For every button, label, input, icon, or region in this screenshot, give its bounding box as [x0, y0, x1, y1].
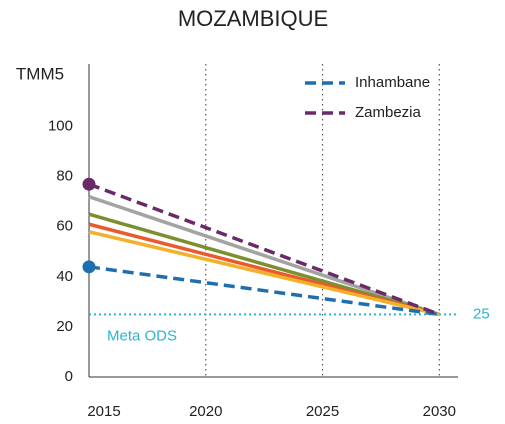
x-tick-label: 2030	[423, 403, 456, 420]
point-marker	[82, 177, 96, 191]
y-tick-label: 100	[48, 118, 73, 135]
target-value-label: 25	[473, 305, 490, 322]
y-tick-label: 80	[56, 168, 73, 185]
legend-label: Inhambane	[355, 74, 430, 91]
series-line	[88, 230, 440, 317]
point-marker	[82, 260, 96, 274]
x-tick-label: 2015	[87, 403, 120, 420]
y-axis-label: TMM5	[16, 64, 64, 83]
y-tick-label: 20	[56, 318, 73, 335]
legend-label: Zambezia	[355, 104, 422, 121]
y-tick-label: 60	[56, 218, 73, 235]
series-line	[88, 195, 440, 317]
x-tick-label: 2020	[189, 403, 222, 420]
x-tick-label: 2025	[306, 403, 339, 420]
y-tick-label: 0	[65, 368, 73, 385]
y-tick-label: 40	[56, 268, 73, 285]
target-text: Meta ODS	[107, 327, 177, 344]
series-line	[88, 182, 440, 317]
chart-title: MOZAMBIQUE	[178, 6, 328, 31]
series-line	[88, 265, 440, 317]
